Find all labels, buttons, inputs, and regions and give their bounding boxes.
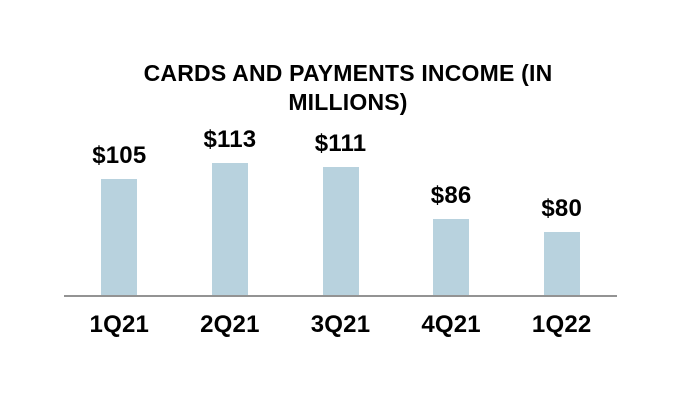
bar-1q21 — [101, 179, 138, 295]
chart-title-line-2: MILLIONS) — [288, 89, 408, 115]
x-tick-label-1q22: 1Q22 — [531, 311, 592, 338]
bar-4q21 — [433, 219, 470, 295]
value-label-1q22: $80 — [541, 195, 583, 222]
x-tick-label-1q21: 1Q21 — [89, 311, 150, 338]
x-tick-label-3q21: 3Q21 — [310, 311, 371, 338]
x-tick-label-4q21: 4Q21 — [421, 311, 481, 338]
x-axis-line — [64, 295, 617, 297]
x-tick-label-2q21: 2Q21 — [200, 311, 260, 338]
bar-3q21 — [322, 167, 359, 295]
chart-title-line-1: CARDS AND PAYMENTS INCOME (IN — [143, 60, 553, 86]
value-label-3q21: $111 — [314, 130, 367, 157]
value-label-1q21: $105 — [92, 142, 147, 169]
bar-2q21 — [211, 163, 248, 295]
value-label-2q21: $113 — [203, 126, 257, 153]
chart-title: CARDS AND PAYMENTS INCOME (IN MILLIONS) — [16, 59, 680, 117]
bar-1q22 — [543, 232, 580, 295]
value-label-4q21: $86 — [430, 182, 472, 209]
